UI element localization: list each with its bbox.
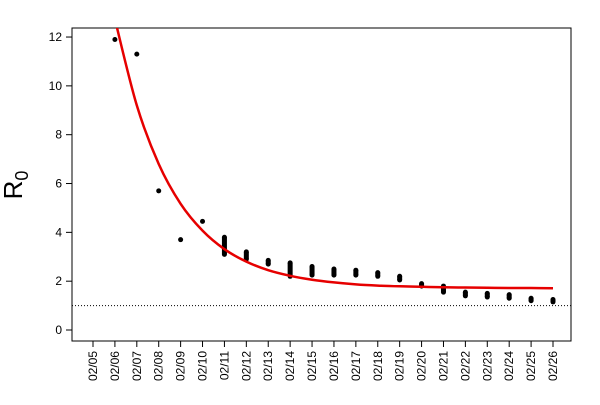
y-tick-label: 4 xyxy=(55,225,62,239)
y-tick-label: 8 xyxy=(55,128,62,142)
y-tick-label: 12 xyxy=(49,30,63,44)
y-axis-label-main: R xyxy=(0,181,28,200)
x-tick-label: 02/24 xyxy=(502,351,516,381)
x-tick-label: 02/21 xyxy=(436,351,450,381)
plot-frame xyxy=(71,27,572,342)
y-axis-label: R0 xyxy=(0,171,32,200)
point xyxy=(265,257,271,263)
point xyxy=(243,249,249,255)
point xyxy=(309,264,315,270)
point xyxy=(484,290,490,296)
y-tick-label: 2 xyxy=(55,274,62,288)
point xyxy=(331,266,337,272)
point xyxy=(506,292,512,298)
point xyxy=(462,293,468,299)
point xyxy=(397,273,403,279)
x-tick-label: 02/07 xyxy=(130,351,144,381)
point xyxy=(528,298,534,304)
point xyxy=(178,237,184,243)
fit-curve xyxy=(115,28,554,290)
x-tick-label: 02/19 xyxy=(393,351,407,381)
point xyxy=(265,261,271,267)
point xyxy=(375,270,381,276)
y-tick-label: 10 xyxy=(49,79,63,93)
x-tick-label: 02/26 xyxy=(546,351,560,381)
x-tick-label: 02/22 xyxy=(458,351,472,381)
x-tick-label: 02/18 xyxy=(371,351,385,381)
point xyxy=(375,273,381,279)
x-tick-label: 02/23 xyxy=(480,351,494,381)
point xyxy=(221,234,227,240)
x-tick-label: 02/09 xyxy=(174,351,188,381)
x-tick-label: 02/15 xyxy=(305,351,319,381)
point xyxy=(484,294,490,300)
point xyxy=(462,289,468,295)
point xyxy=(200,218,206,224)
point xyxy=(221,251,227,257)
point xyxy=(134,51,140,57)
y-tick-label: 6 xyxy=(55,177,62,191)
point xyxy=(331,272,337,278)
plot-area xyxy=(72,28,571,307)
point xyxy=(156,188,162,194)
point xyxy=(397,277,403,283)
y-axis-label-subscript: 0 xyxy=(12,171,32,181)
x-tick-label: 02/08 xyxy=(152,351,166,381)
point xyxy=(112,36,118,42)
x-tick-label: 02/16 xyxy=(327,351,341,381)
point xyxy=(309,272,315,278)
point xyxy=(353,272,359,278)
point xyxy=(550,299,556,305)
point xyxy=(353,267,359,273)
point xyxy=(287,260,293,266)
x-tick-label: 02/12 xyxy=(239,351,253,381)
x-tick-label: 02/10 xyxy=(196,351,210,381)
x-tick-label: 02/11 xyxy=(217,351,231,380)
y-tick-label: 0 xyxy=(55,323,62,337)
x-tick-label: 02/20 xyxy=(415,351,429,381)
x-tick-label: 02/13 xyxy=(261,351,275,381)
x-tick-label: 02/06 xyxy=(108,351,122,381)
x-tick-label: 02/17 xyxy=(349,351,363,381)
x-tick-label: 02/14 xyxy=(283,351,297,381)
point xyxy=(440,289,446,295)
x-tick-label: 02/25 xyxy=(524,351,538,381)
x-tick-label: 02/05 xyxy=(86,351,100,381)
point xyxy=(506,295,512,301)
